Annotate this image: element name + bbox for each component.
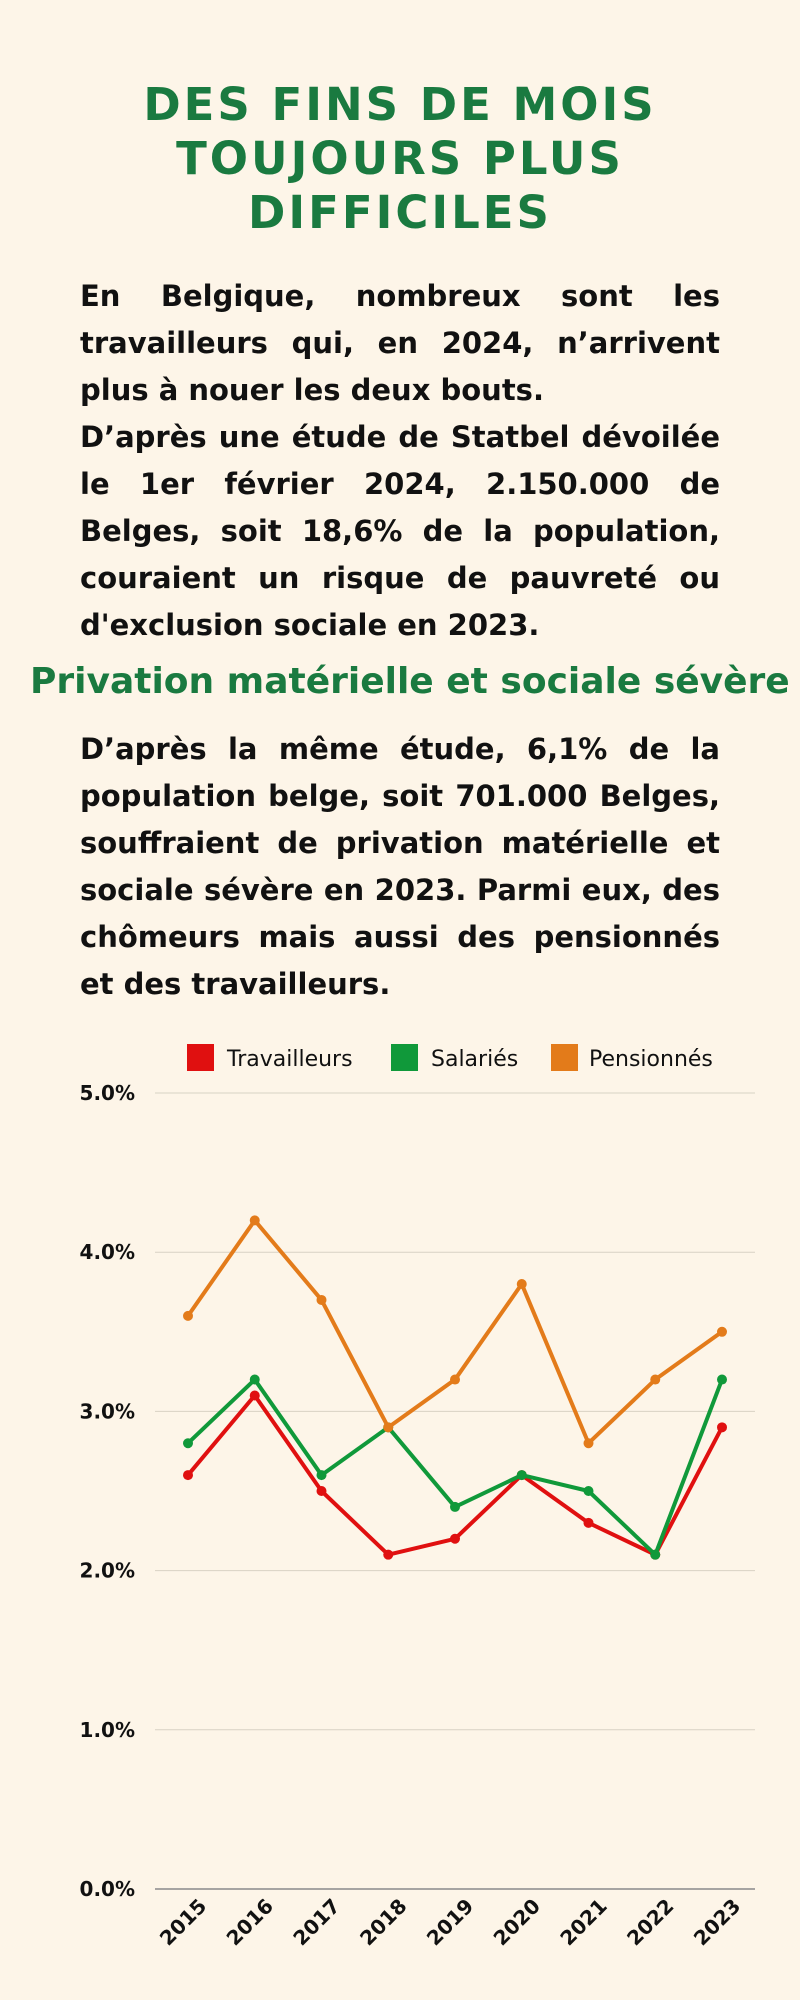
data-point (450, 1533, 460, 1544)
intro-paragraph-1: En Belgique, nombreux sont les travaille… (80, 279, 720, 407)
data-point (717, 1326, 727, 1337)
y-tick-label: 5.0% (80, 1081, 135, 1105)
legend-label: Salariés (431, 1047, 518, 1072)
data-point (650, 1374, 661, 1385)
data-point (583, 1486, 594, 1496)
data-point (383, 1422, 394, 1433)
y-tick-label: 1.0% (80, 1718, 135, 1742)
data-point (316, 1486, 327, 1496)
data-point (516, 1279, 527, 1290)
data-point (717, 1422, 727, 1433)
y-tick-label: 4.0% (80, 1240, 135, 1264)
data-point (183, 1310, 193, 1321)
x-tick-label: 2023 (689, 1894, 745, 1950)
series-travailleurs (183, 1390, 727, 1560)
section-heading: Privation matérielle et sociale sévère (30, 661, 790, 702)
data-point (316, 1294, 327, 1305)
data-point (583, 1438, 594, 1449)
chart-gridlines (155, 1092, 755, 1890)
legend-swatch (187, 1044, 214, 1071)
data-point (450, 1501, 460, 1512)
x-tick-label: 2020 (489, 1894, 545, 1950)
series-line (186, 1377, 724, 1557)
x-tick-label: 2016 (222, 1894, 278, 1950)
y-tick-label: 3.0% (80, 1399, 135, 1423)
chart-series (183, 1215, 727, 1560)
x-tick-label: 2021 (555, 1894, 611, 1950)
data-point (183, 1438, 193, 1449)
data-point (249, 1215, 260, 1226)
data-point (516, 1470, 527, 1481)
series-line (186, 1218, 724, 1446)
y-tick-label: 2.0% (80, 1559, 135, 1583)
chart-axes: 0.0% 1.0% 2.0% 3.0% 4.0% 5.0% 2015 2016 2017 2018… (80, 1081, 746, 1950)
legend-swatch (391, 1044, 418, 1071)
legend-label: Travailleurs (226, 1047, 353, 1072)
x-tick-label: 2022 (622, 1894, 678, 1950)
x-tick-label: 2019 (422, 1894, 478, 1950)
legend-label: Pensionnés (589, 1047, 713, 1072)
legend-swatch (551, 1044, 578, 1071)
data-point (650, 1549, 661, 1560)
data-point (383, 1549, 394, 1560)
data-point (316, 1470, 327, 1481)
intro-paragraph-2: D’après une étude de Statbel dévoilée le… (80, 420, 720, 642)
series-salariés (183, 1374, 727, 1560)
data-point (249, 1374, 260, 1385)
x-tick-label: 2017 (288, 1894, 344, 1950)
data-point (583, 1517, 594, 1528)
series-pensionnés (183, 1215, 727, 1449)
line-chart: 0.0% 1.0% 2.0% 3.0% 4.0% 5.0% 2015 2016 2017 2018… (80, 1044, 755, 1950)
data-point (450, 1374, 460, 1385)
data-point (717, 1374, 727, 1385)
page-title: DES FINS DE MOIS TOUJOURS PLUS DIFFICILE… (143, 78, 657, 239)
x-tick-label: 2015 (155, 1894, 211, 1950)
data-point (183, 1470, 193, 1481)
chart-legend: Travailleurs Salariés Pensionnés (187, 1044, 713, 1072)
study-paragraph: D’après la même étude, 6,1% de la popula… (80, 732, 720, 1001)
y-tick-label: 0.0% (80, 1877, 135, 1901)
data-point (249, 1390, 260, 1401)
series-line (186, 1393, 724, 1557)
x-tick-label: 2018 (355, 1894, 411, 1950)
